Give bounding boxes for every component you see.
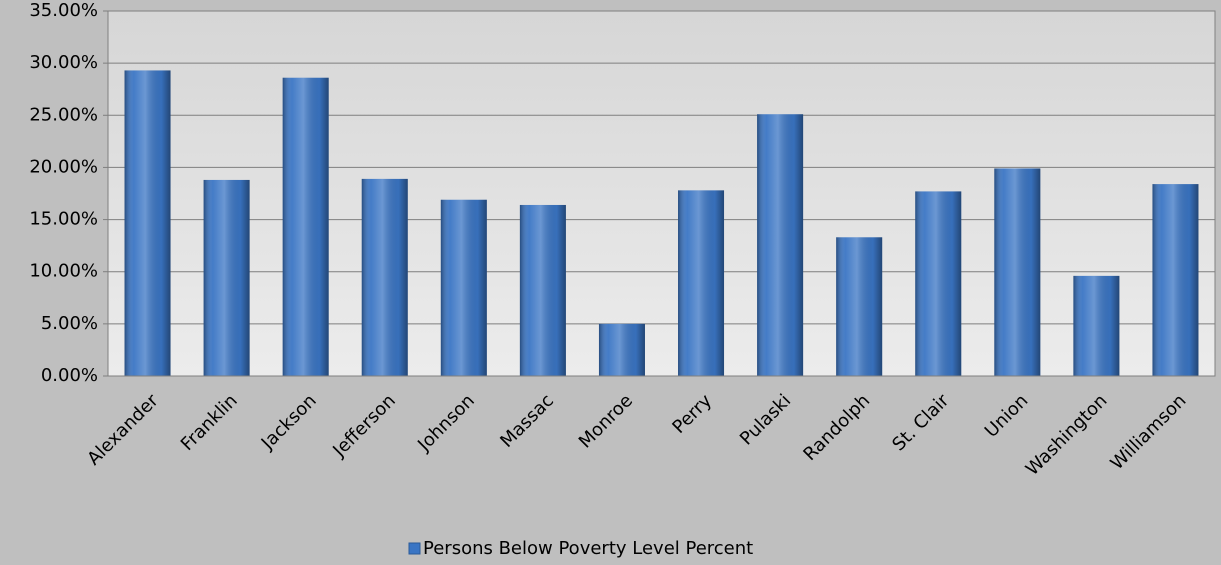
- x-tick-label: Washington: [1022, 390, 1112, 480]
- x-tick-label: Pulaski: [736, 390, 795, 449]
- bar-shade: [994, 168, 1041, 376]
- x-tick-label: Jefferson: [328, 390, 399, 461]
- x-tick-label: St. Clair: [888, 390, 953, 455]
- y-tick-label: 15.00%: [29, 209, 98, 230]
- bar-shade: [440, 199, 487, 376]
- bar-shade: [519, 204, 566, 376]
- bar-shade: [124, 70, 171, 376]
- y-tick-label: 30.00%: [29, 52, 98, 73]
- y-tick-label: 35.00%: [29, 0, 98, 21]
- legend-label: Persons Below Poverty Level Percent: [423, 538, 753, 559]
- y-tick-label: 25.00%: [29, 104, 98, 125]
- x-tick-label: Randolph: [799, 390, 874, 465]
- x-tick-label: Alexander: [83, 390, 163, 470]
- bar-shade: [203, 179, 250, 376]
- bar-shade: [757, 114, 804, 376]
- x-tick-label: Franklin: [177, 390, 242, 455]
- x-tick-label: Massac: [496, 390, 558, 452]
- bar-shade: [1152, 184, 1199, 376]
- y-tick-label: 0.00%: [41, 365, 98, 386]
- x-tick-label: Williamson: [1107, 390, 1191, 474]
- bar-shade: [598, 323, 645, 376]
- bar-shade: [361, 178, 408, 376]
- bar-shade: [1073, 275, 1120, 376]
- plot-area: [107, 10, 1216, 377]
- x-tick-label: Monroe: [575, 390, 637, 452]
- bar-shade: [282, 77, 329, 376]
- bar-shade: [915, 191, 962, 376]
- x-tick-label: Johnson: [413, 390, 479, 456]
- y-tick-label: 10.00%: [29, 261, 98, 282]
- bar-shade: [836, 237, 883, 376]
- x-tick-label: Union: [981, 390, 1033, 442]
- legend-swatch: [408, 542, 421, 555]
- y-tick-label: 5.00%: [41, 313, 98, 334]
- y-tick-label: 20.00%: [29, 156, 98, 177]
- bar-shade: [678, 190, 725, 376]
- x-tick-label: Jackson: [257, 390, 321, 454]
- x-tick-label: Perry: [668, 390, 716, 438]
